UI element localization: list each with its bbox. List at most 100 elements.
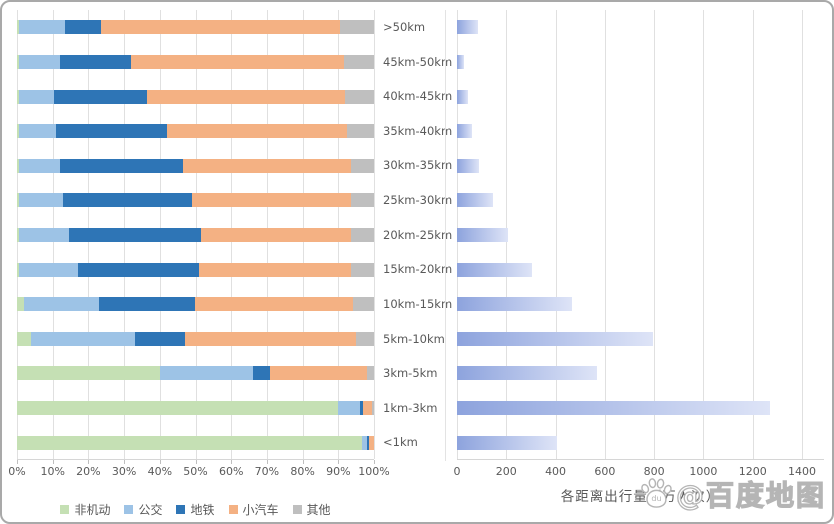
volume-bar (457, 228, 508, 242)
bar-segment-其他 (350, 158, 374, 173)
axis-tick-label: 80% (290, 465, 315, 478)
tick-mark (374, 460, 375, 464)
axis-tick-label: 1400 (788, 465, 816, 478)
bar-segment-小汽车 (270, 366, 367, 381)
tick-mark (52, 460, 54, 464)
category-label: 30km-35km (383, 158, 453, 173)
stacked-bar-row (17, 193, 374, 208)
category-label: 45km-50km (383, 54, 453, 69)
volume-bar (457, 89, 469, 104)
legend-label: 其他 (306, 502, 331, 517)
legend: 非机动 公交 地铁 小汽车 其他 (17, 499, 374, 519)
gridline (802, 10, 803, 459)
bar-segment-其他 (350, 193, 374, 208)
tick-mark (159, 460, 161, 464)
bar-segment-地铁 (54, 89, 148, 104)
legend-label: 非机动 (74, 502, 111, 517)
category-label: 40km-45km (383, 89, 453, 104)
bar-segment-小汽车 (166, 124, 348, 139)
volume-bar (457, 262, 533, 277)
trip-volume-plot (457, 10, 824, 460)
category-label: 10km-15km (383, 296, 453, 311)
legend-label: 地铁 (190, 502, 215, 517)
tick-mark (88, 460, 90, 464)
legend-label: 小汽车 (242, 502, 279, 517)
stacked-bar-row (17, 401, 374, 416)
bar-segment-小汽车 (368, 435, 374, 450)
bar-segment-公交 (18, 158, 60, 173)
gridline (703, 10, 705, 459)
axis-tick-label: 600 (594, 465, 616, 478)
bar-segment-非机动 (17, 89, 19, 104)
bar-segment-其他 (340, 20, 374, 35)
bar-segment-其他 (350, 262, 374, 277)
axis-tick-label: 50% (183, 465, 208, 478)
bar-segment-其他 (343, 54, 374, 69)
bar-segment-小汽车 (131, 54, 344, 69)
bar-segment-地铁 (77, 262, 200, 277)
volume-bar (457, 124, 472, 139)
axis-tick-label: 30% (111, 465, 137, 478)
bar-segment-非机动 (17, 401, 339, 416)
bar-segment-小汽车 (100, 20, 341, 35)
legend-item-小汽车: 小汽车 (228, 501, 279, 518)
stacked-bar-row (17, 435, 374, 450)
bar-segment-地铁 (134, 331, 185, 346)
mode-share-plot (17, 10, 375, 460)
volume-bar (457, 401, 770, 416)
category-label: 35km-40km (383, 123, 453, 138)
tick-mark (231, 460, 233, 464)
bar-segment-公交 (18, 124, 57, 139)
bar-segment-其他 (350, 228, 374, 242)
bar-segment-非机动 (17, 297, 25, 312)
axis-tick-label: 90% (326, 465, 351, 478)
stacked-bar-row (17, 54, 374, 69)
tick-mark (266, 460, 268, 464)
axis-tick-label: 400 (545, 465, 567, 478)
bar-segment-其他 (366, 366, 374, 381)
tick-mark (195, 460, 197, 464)
bar-segment-小汽车 (195, 297, 353, 312)
bar-segment-地铁 (59, 158, 183, 173)
bar-segment-地铁 (252, 366, 271, 381)
volume-bar (457, 193, 493, 208)
axis-tick-label: 200 (495, 465, 517, 478)
bar-segment-地铁 (56, 124, 167, 139)
bar-segment-小汽车 (200, 228, 351, 242)
legend-item-其他: 其他 (292, 501, 331, 518)
legend-swatch (124, 504, 134, 514)
volume-bar (457, 297, 572, 312)
axis-tick-label: 10% (40, 465, 65, 478)
bar-segment-非机动 (17, 193, 19, 208)
gridline (654, 10, 656, 459)
bar-segment-地铁 (99, 297, 196, 312)
bar-segment-小汽车 (363, 401, 373, 416)
axis-tick-label: 0 (453, 465, 461, 478)
bar-segment-公交 (18, 262, 78, 277)
bar-segment-小汽车 (184, 331, 357, 346)
legend-label: 公交 (138, 502, 163, 517)
tick-mark (302, 460, 304, 464)
axis-tick-label: 40% (147, 465, 173, 478)
bar-segment-公交 (338, 401, 360, 416)
stacked-bar-row (17, 124, 374, 139)
bar-segment-公交 (159, 366, 253, 381)
legend-swatch (176, 504, 186, 514)
stacked-bar-row (17, 366, 374, 381)
axis-tick-label: 60% (218, 465, 244, 478)
bar-segment-非机动 (17, 54, 19, 69)
volume-bar (457, 366, 598, 381)
category-label: 5km-10km (383, 331, 445, 346)
tick-mark (17, 460, 18, 464)
bar-segment-地铁 (68, 228, 201, 242)
bar-segment-公交 (18, 228, 69, 242)
axis-tick-label: 1200 (738, 465, 767, 478)
legend-swatch (228, 504, 238, 514)
bar-segment-公交 (24, 297, 100, 312)
bar-segment-公交 (361, 435, 367, 450)
volume-bar (457, 435, 557, 450)
axis-tick-label: 0% (8, 465, 26, 478)
gridline (604, 10, 606, 459)
bar-segment-地铁 (63, 193, 192, 208)
